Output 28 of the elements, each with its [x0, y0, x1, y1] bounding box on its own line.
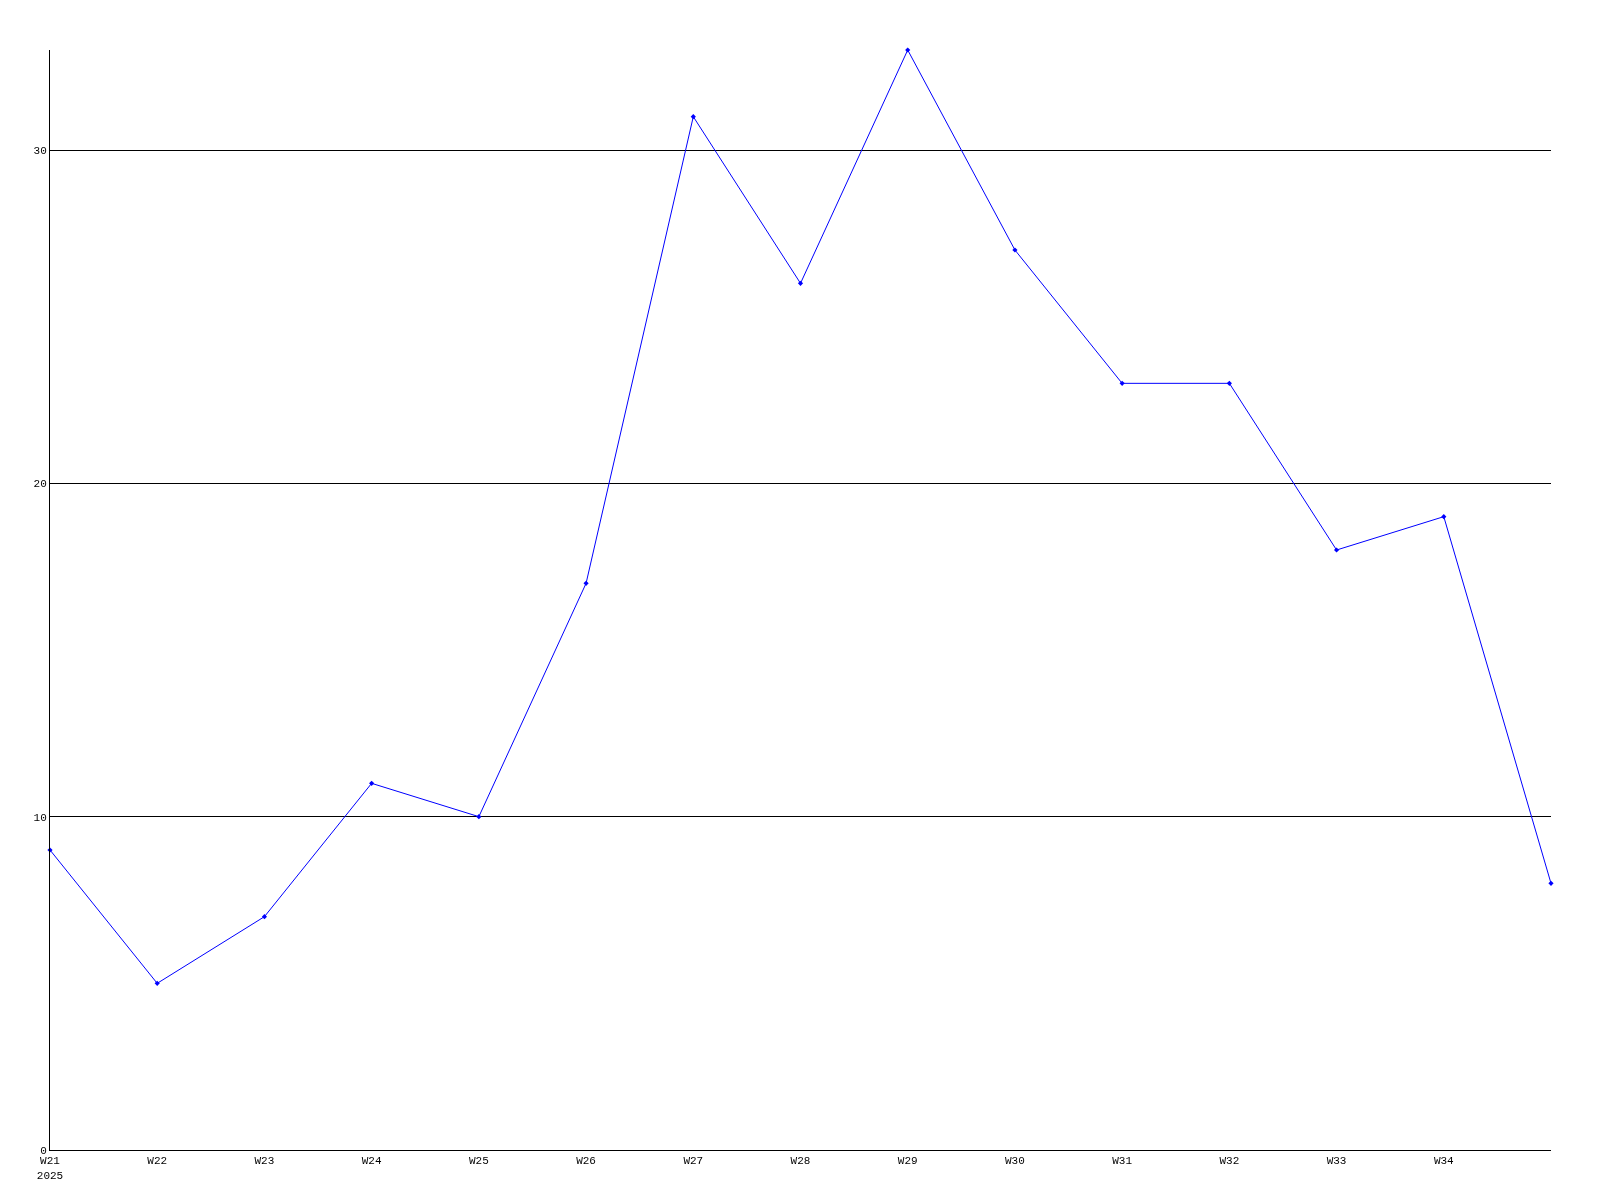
x-tick-label: W25 — [468, 1155, 489, 1168]
x-tick-label: W32 — [1219, 1155, 1240, 1168]
point — [261, 914, 268, 920]
y-tick-label: 0 — [40, 1144, 47, 1157]
y-tick-label: 10 — [33, 811, 47, 824]
point — [1226, 380, 1232, 386]
point — [690, 114, 696, 120]
x-tick-label: W21 2025 — [36, 1155, 64, 1182]
y-tick-label: 30 — [33, 144, 47, 157]
point — [476, 814, 482, 820]
point — [1441, 514, 1447, 520]
x-tick-label: W22 — [147, 1155, 168, 1168]
x-tick-label: W24 — [361, 1155, 382, 1168]
x-tick-label: W28 — [790, 1155, 811, 1168]
point — [154, 980, 160, 986]
x-tick-label: W30 — [1005, 1155, 1025, 1168]
y-tick-label: 20 — [33, 478, 47, 491]
x-tick-label: W34 — [1433, 1155, 1455, 1168]
x-tick-label: W33 — [1326, 1155, 1347, 1168]
point — [1333, 547, 1340, 553]
point — [1119, 380, 1125, 386]
x-tick-label: W23 — [254, 1155, 275, 1168]
x-tick-label: W26 — [576, 1155, 596, 1168]
x-tick-label: W29 — [897, 1155, 918, 1168]
point — [797, 280, 804, 286]
x-tick-label: W27 — [683, 1155, 704, 1168]
x-tick-label: W31 — [1112, 1155, 1133, 1168]
point — [369, 780, 375, 786]
